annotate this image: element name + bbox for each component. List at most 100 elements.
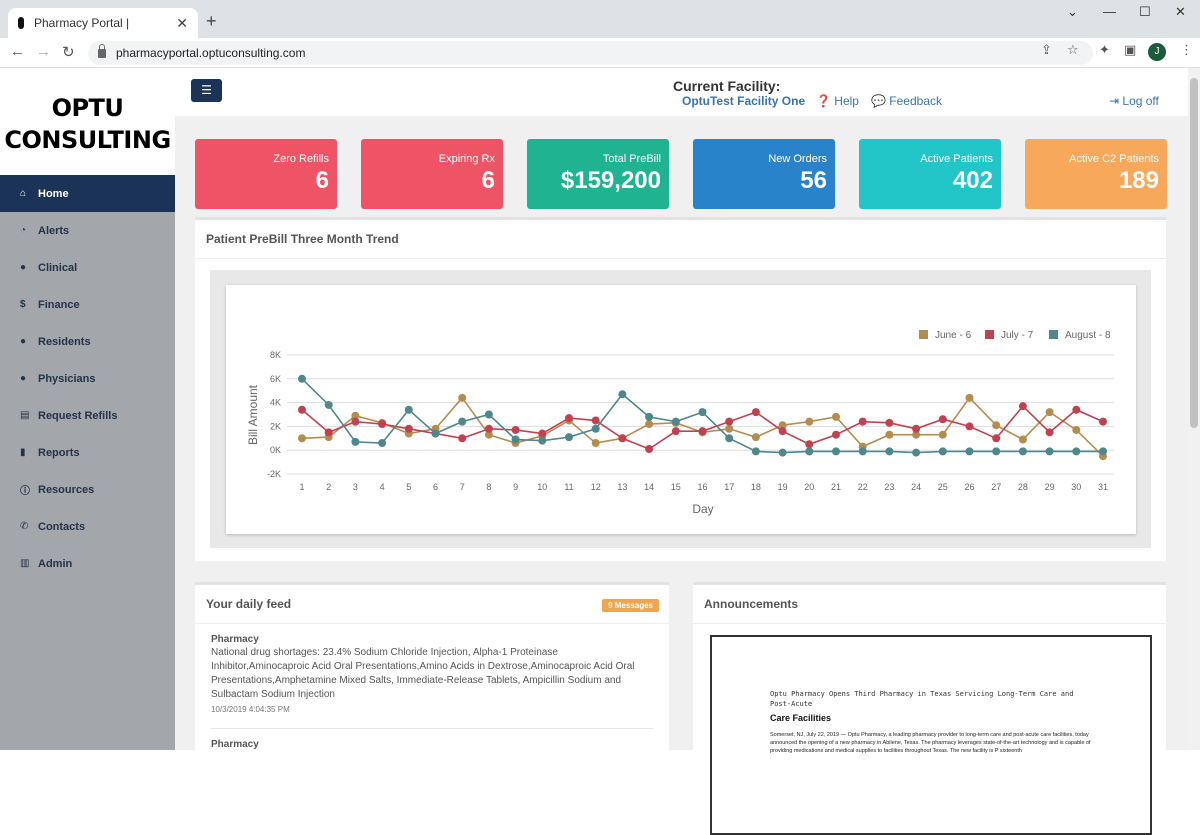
side-panel-icon[interactable]: ▣ — [1124, 42, 1137, 57]
sidebar-item-label: Resources — [38, 483, 95, 496]
data-point — [778, 427, 787, 436]
extensions-icon[interactable]: ✦ — [1099, 42, 1110, 57]
sidebar-item-finance[interactable]: $ Finance — [0, 286, 175, 323]
bookmark-star-icon[interactable]: ☆ — [1067, 42, 1079, 57]
data-point — [965, 422, 974, 431]
sidebar-item-alerts[interactable]: ◔ Alerts — [0, 212, 175, 249]
new-tab-icon[interactable]: + — [206, 11, 217, 31]
data-point — [1045, 447, 1054, 456]
sidebar-item-clinical[interactable]: ● Clinical — [0, 249, 175, 286]
scrollbar-thumb[interactable] — [1190, 78, 1198, 428]
data-point — [618, 434, 627, 443]
data-point — [591, 439, 600, 448]
data-point — [1018, 402, 1027, 411]
data-point — [645, 412, 654, 421]
x-tick-label: 9 — [513, 482, 518, 492]
data-point — [378, 439, 387, 448]
sidebar-item-label: Contacts — [38, 520, 86, 533]
dashboard-icon: ◔ — [20, 225, 27, 236]
data-point — [618, 390, 627, 399]
help-label: Help — [834, 94, 859, 108]
forward-icon[interactable]: → — [36, 43, 51, 60]
top-bar: ☰ Current Facility: OptuTest Facility On… — [175, 68, 1188, 116]
card-label: Active C2 Patients — [1069, 153, 1159, 165]
profile-avatar[interactable]: J — [1148, 43, 1166, 61]
data-point — [832, 412, 840, 421]
x-tick-label: 24 — [911, 482, 921, 492]
x-tick-label: 2 — [326, 482, 331, 492]
stat-card-active-patients[interactable]: Active Patients 402 — [859, 139, 1001, 209]
minimize-icon[interactable]: — — [1103, 4, 1116, 19]
reload-icon[interactable]: ↻ — [62, 44, 75, 61]
feedback-link[interactable]: 💬 Feedback — [871, 94, 942, 108]
x-tick-label: 29 — [1045, 482, 1055, 492]
y-tick-label: 6K — [270, 374, 281, 384]
card-value: 6 — [315, 167, 329, 194]
legend-swatch — [985, 330, 994, 339]
share-icon[interactable]: ⇪ — [1041, 42, 1052, 57]
data-point — [565, 414, 573, 423]
sidebar-item-admin[interactable]: ▥ Admin — [0, 545, 175, 582]
data-point — [378, 420, 387, 429]
stat-card-new-orders[interactable]: New Orders 56 — [693, 139, 835, 209]
stat-card-active-c2-patients[interactable]: Active C2 Patients 189 — [1025, 139, 1167, 209]
facility-name-link[interactable]: OptuTest Facility One — [682, 94, 806, 108]
sidebar-item-reports[interactable]: ▮ Reports — [0, 434, 175, 471]
sidebar-item-request-refills[interactable]: ▤ Request Refills — [0, 397, 175, 434]
stat-card-total-prebill[interactable]: Total PreBill $159,200 — [527, 139, 669, 209]
feed-item[interactable]: Pharmacy — [195, 739, 669, 750]
user-icon: ● — [20, 336, 27, 347]
stat-card-expiring-rx[interactable]: Expiring Rx 6 — [361, 139, 503, 209]
x-tick-label: 15 — [671, 482, 681, 492]
data-point — [671, 427, 680, 436]
data-point — [965, 393, 974, 402]
browser-tab[interactable]: Pharmacy Portal | ✕ — [8, 8, 198, 38]
dollar-icon: $ — [20, 299, 26, 310]
x-tick-label: 19 — [778, 482, 788, 492]
x-tick-label: 12 — [591, 482, 601, 492]
file-icon: ▮ — [20, 447, 26, 458]
help-link[interactable]: ❓ Help — [816, 94, 859, 108]
feed-text: National drug shortages: 23.4% Sodium Ch… — [211, 647, 635, 700]
data-point — [1099, 417, 1107, 426]
phone-icon: ✆ — [20, 521, 29, 532]
close-window-icon[interactable]: ✕ — [1175, 4, 1186, 19]
daily-feed-panel: Your daily feed 9 Messages Pharmacy Nati… — [195, 582, 669, 750]
stat-card-zero-refills[interactable]: Zero Refills 6 — [195, 139, 337, 209]
card-label: Total PreBill — [602, 153, 661, 165]
announcement-document[interactable]: Optu Pharmacy Opens Third Pharmacy in Te… — [710, 635, 1152, 835]
page-scrollbar[interactable] — [1188, 68, 1200, 750]
data-point — [992, 447, 1001, 456]
sidebar-item-home[interactable]: ⌂ Home — [0, 175, 175, 212]
data-point — [458, 417, 467, 426]
x-tick-label: 16 — [697, 482, 707, 492]
x-tick-label: 31 — [1098, 482, 1108, 492]
back-icon[interactable]: ← — [10, 43, 25, 60]
announcements-panel: Announcements Optu Pharmacy Opens Third … — [693, 582, 1166, 835]
legend-label: June - 6 — [935, 330, 972, 341]
sidebar-item-resources[interactable]: ⓘ Resources — [0, 471, 175, 508]
logoff-link[interactable]: ⇥ Log off — [1109, 94, 1159, 108]
browser-menu-icon[interactable]: ⋮ — [1180, 42, 1193, 57]
sidebar-item-residents[interactable]: ● Residents — [0, 323, 175, 360]
feed-category: Pharmacy — [211, 634, 259, 645]
close-tab-icon[interactable]: ✕ — [176, 14, 188, 31]
x-tick-label: 20 — [804, 482, 814, 492]
trend-panel: Patient PreBill Three Month Trend -2K 0K 2… — [195, 217, 1166, 561]
user-icon: ● — [20, 373, 27, 384]
tab-search-icon[interactable]: ⌄ — [1067, 4, 1078, 19]
feed-item[interactable]: Pharmacy National drug shortages: 23.4% … — [195, 634, 669, 714]
user-md-icon: ● — [20, 262, 27, 273]
data-point — [912, 424, 921, 433]
sidebar-item-contacts[interactable]: ✆ Contacts — [0, 508, 175, 545]
y-tick-label: 0K — [270, 445, 281, 455]
sidebar-item-physicians[interactable]: ● Physicians — [0, 360, 175, 397]
maximize-icon[interactable]: ☐ — [1139, 4, 1151, 19]
data-point — [484, 424, 493, 433]
sidebar-item-label: Finance — [38, 298, 80, 311]
url-bar[interactable]: pharmacyportal.optuconsulting.com — [88, 41, 1093, 65]
x-tick-label: 28 — [1018, 482, 1028, 492]
menu-toggle-button[interactable]: ☰ — [191, 79, 222, 102]
info-icon: ⓘ — [20, 486, 30, 497]
sidebar-item-label: Residents — [38, 335, 91, 348]
